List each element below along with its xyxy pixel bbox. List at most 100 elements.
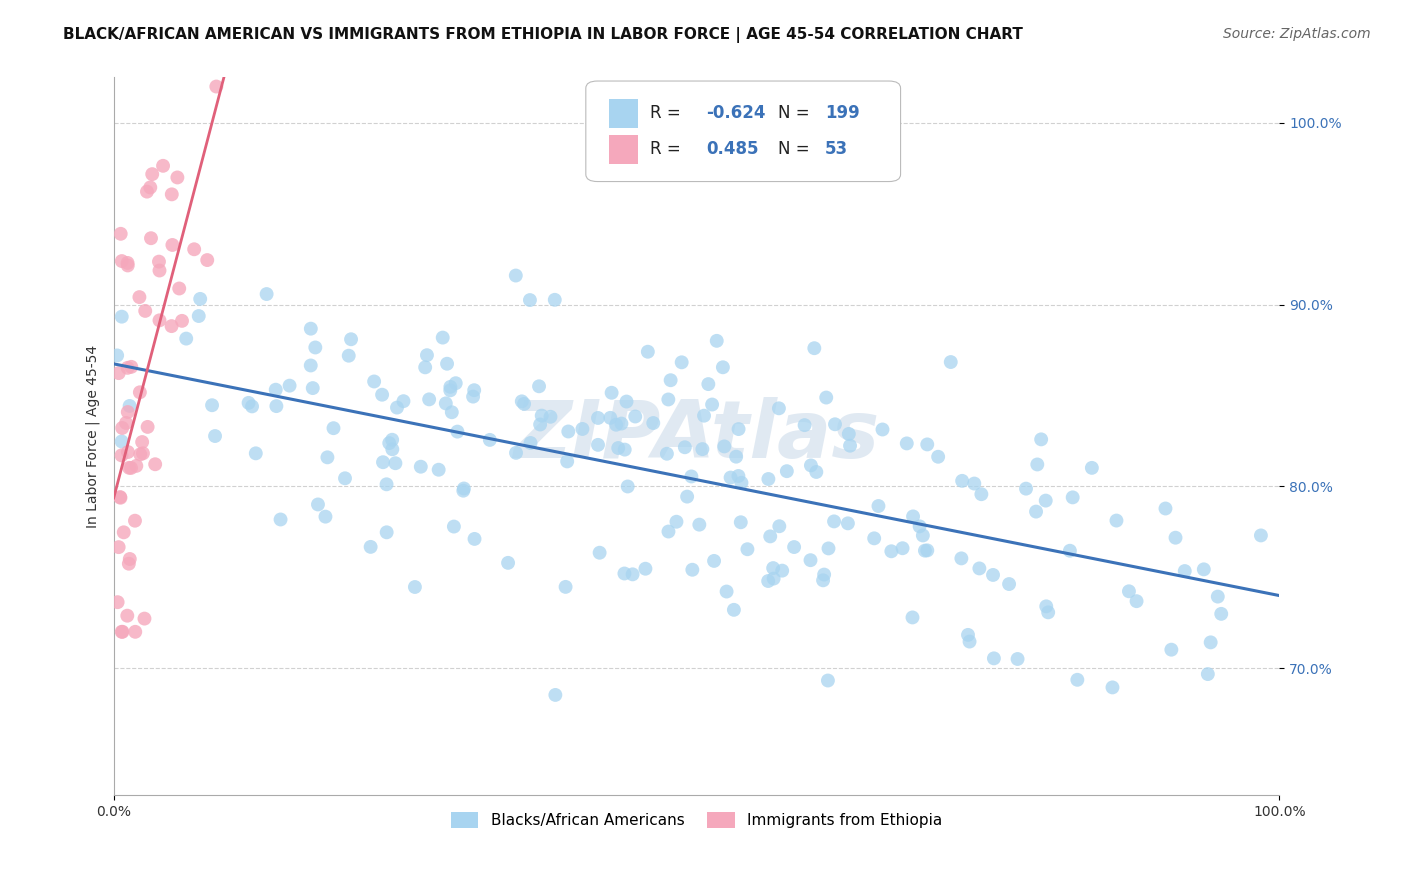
Text: -0.624: -0.624: [706, 104, 765, 122]
Point: [205, 79, 228, 94]
Point: [117, 256, 139, 270]
Point: [911, 528, 934, 542]
Point: [333, 471, 356, 485]
Point: [439, 384, 461, 398]
Point: [118, 552, 141, 566]
Point: [187, 309, 209, 323]
Point: [134, 612, 156, 626]
Point: [170, 314, 193, 328]
Point: [706, 334, 728, 348]
Point: [117, 259, 139, 273]
Point: [404, 580, 426, 594]
Point: [136, 185, 159, 199]
Point: [195, 253, 218, 268]
Point: [115, 416, 138, 430]
Point: [245, 446, 267, 460]
Point: [806, 465, 828, 479]
Point: [375, 525, 398, 540]
Point: [264, 383, 287, 397]
Point: [554, 580, 576, 594]
Point: [917, 543, 939, 558]
Point: [634, 562, 657, 576]
Point: [167, 281, 190, 295]
FancyBboxPatch shape: [609, 135, 638, 163]
Point: [117, 445, 139, 459]
Point: [557, 425, 579, 439]
Point: [880, 544, 903, 558]
Point: [939, 355, 962, 369]
Point: [256, 287, 278, 301]
Point: [143, 457, 166, 471]
Point: [128, 385, 150, 400]
Point: [1026, 458, 1049, 472]
Text: ZIPAtlas: ZIPAtlas: [513, 398, 880, 475]
Point: [838, 426, 860, 441]
Point: [1211, 607, 1233, 621]
FancyBboxPatch shape: [609, 99, 638, 128]
Point: [555, 454, 578, 468]
Point: [981, 568, 1004, 582]
Point: [1206, 590, 1229, 604]
Point: [896, 436, 918, 450]
Point: [1025, 505, 1047, 519]
Point: [643, 416, 665, 430]
Point: [519, 436, 541, 450]
Point: [299, 321, 322, 335]
Point: [723, 603, 745, 617]
Point: [927, 450, 949, 464]
Point: [1160, 642, 1182, 657]
Point: [1015, 482, 1038, 496]
Point: [1066, 673, 1088, 687]
Point: [891, 541, 914, 556]
Point: [132, 446, 155, 460]
Point: [616, 479, 638, 493]
Point: [1250, 528, 1272, 542]
Point: [817, 541, 839, 556]
Point: [637, 344, 659, 359]
Point: [418, 392, 440, 407]
Point: [586, 411, 609, 425]
Point: [120, 359, 142, 374]
Point: [141, 167, 163, 181]
Point: [762, 572, 785, 586]
Text: N =: N =: [778, 104, 815, 122]
Point: [720, 470, 742, 484]
Point: [160, 187, 183, 202]
Text: R =: R =: [650, 104, 686, 122]
Point: [599, 410, 621, 425]
Point: [963, 476, 986, 491]
Point: [803, 341, 825, 355]
Point: [983, 651, 1005, 665]
Point: [1031, 433, 1053, 447]
Point: [901, 509, 924, 524]
Point: [730, 475, 752, 490]
Point: [813, 567, 835, 582]
Point: [384, 456, 406, 470]
Legend: Blacks/African Americans, Immigrants from Ethiopia: Blacks/African Americans, Immigrants fro…: [444, 806, 949, 834]
Point: [529, 417, 551, 432]
Point: [613, 566, 636, 581]
Point: [240, 400, 263, 414]
Point: [375, 477, 398, 491]
Point: [409, 459, 432, 474]
Point: [970, 487, 993, 501]
Point: [322, 421, 344, 435]
Point: [110, 227, 132, 241]
Point: [544, 688, 567, 702]
Point: [727, 422, 749, 436]
Point: [519, 293, 541, 307]
Point: [713, 439, 735, 453]
Point: [544, 293, 567, 307]
Point: [107, 540, 129, 554]
Point: [464, 532, 486, 546]
Point: [711, 360, 734, 375]
Point: [950, 474, 973, 488]
Point: [118, 557, 141, 571]
Point: [128, 290, 150, 304]
Point: [817, 673, 839, 688]
Point: [108, 490, 131, 504]
Point: [360, 540, 382, 554]
Point: [1059, 543, 1081, 558]
Point: [238, 396, 260, 410]
Point: [824, 417, 846, 432]
